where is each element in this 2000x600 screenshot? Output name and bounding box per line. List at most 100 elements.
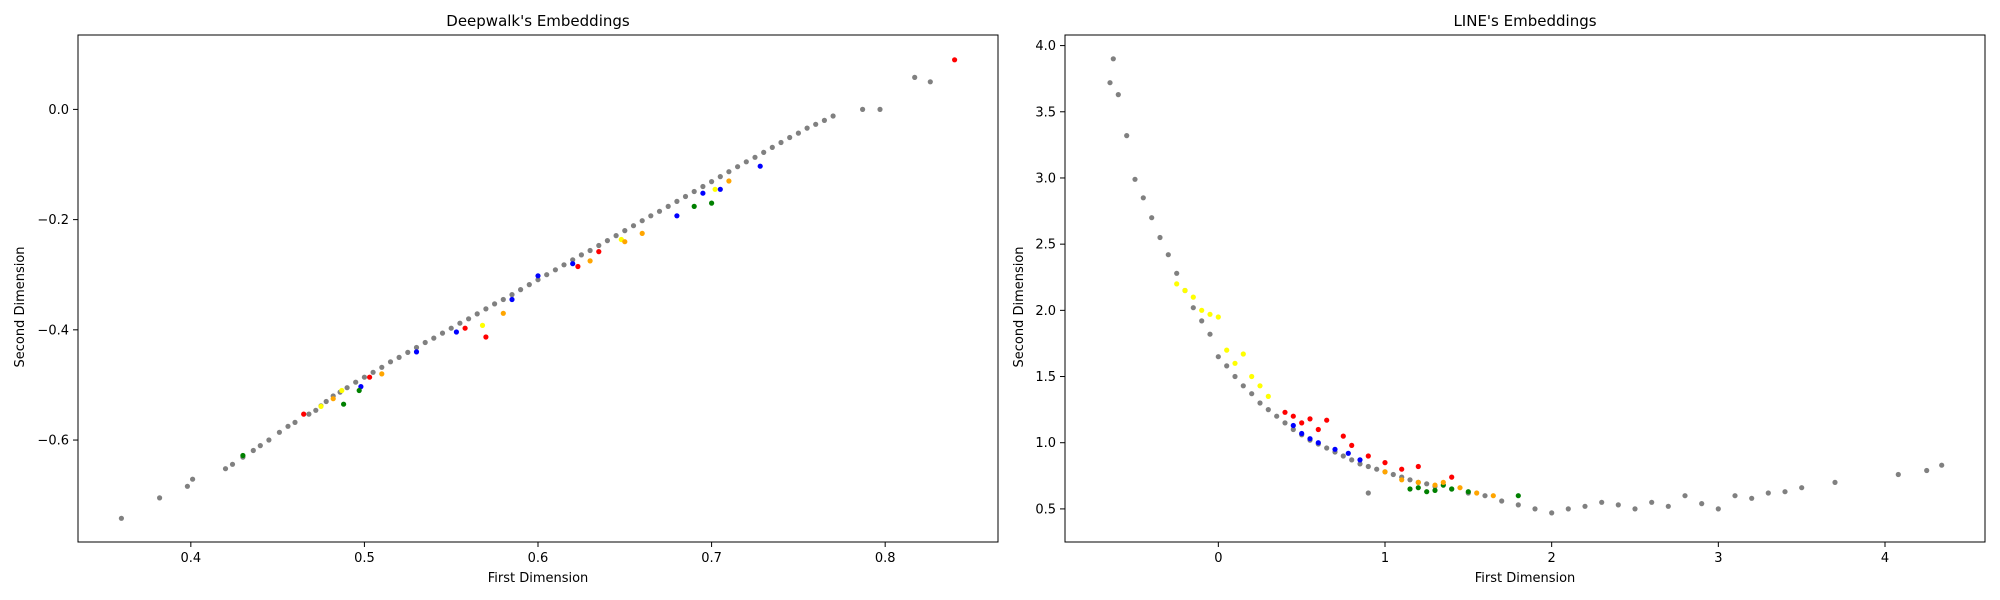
deepwalk-point-series-2 [453, 329, 459, 335]
deepwalk-point-series-3 [709, 200, 715, 206]
deepwalk-x-tick-label: 0.7 [701, 551, 722, 566]
deepwalk-point-series-0 [370, 369, 376, 375]
deepwalk-point-series-0 [313, 407, 319, 413]
deepwalk-point-series-1 [596, 249, 602, 255]
line-point-series-0 [1265, 407, 1271, 413]
line-point-series-0 [1939, 462, 1945, 468]
line-point-series-0 [1532, 506, 1538, 512]
deepwalk-point-series-0 [778, 139, 784, 146]
line-point-series-0 [1174, 270, 1180, 276]
line-point-series-4 [1257, 383, 1263, 389]
deepwalk-point-series-1 [301, 411, 307, 417]
deepwalk-point-series-1 [575, 263, 581, 270]
line-y-tick-label: 4.0 [1035, 39, 1056, 54]
line-point-series-1 [1449, 474, 1455, 480]
line-ticks: 0 1 2 3 4 0.5 1.0 1.5 2.0 2.5 3.0 3.5 4.0 [1035, 39, 1889, 566]
deepwalk-point-series-0 [276, 429, 282, 435]
line-point-series-2 [1345, 450, 1351, 456]
line-point-series-5 [1474, 490, 1480, 496]
deepwalk-point-series-5 [622, 239, 628, 245]
deepwalk-point-series-0 [639, 218, 645, 224]
line-point-series-0 [1407, 477, 1413, 483]
deepwalk-point-series-3 [356, 387, 362, 394]
line-point-series-0 [1290, 426, 1296, 433]
line-point-series-4 [1240, 351, 1246, 357]
deepwalk-point-series-1 [952, 57, 958, 63]
deepwalk-point-series-0 [743, 159, 749, 165]
line-point-series-0 [1615, 502, 1621, 508]
line-point-series-3 [1424, 489, 1430, 495]
line-point-series-4 [1182, 287, 1188, 294]
deepwalk-x-axis-title: First Dimension [488, 571, 589, 586]
line-point-series-0 [1782, 489, 1788, 495]
line-point-series-5 [1382, 469, 1388, 475]
deepwalk-point-series-0 [544, 272, 550, 278]
deepwalk-point-series-0 [509, 292, 515, 298]
deepwalk-point-series-0 [387, 359, 394, 365]
deepwalk-point-series-0 [578, 252, 585, 258]
deepwalk-point-series-0 [118, 515, 124, 521]
line-point-series-0 [1157, 234, 1163, 241]
line-point-series-0 [1215, 354, 1221, 360]
line-point-series-4 [1232, 360, 1238, 366]
deepwalk-point-series-0 [682, 193, 689, 200]
line-y-tick-label: 0.5 [1035, 502, 1056, 517]
line-point-series-0 [1390, 471, 1396, 478]
line-x-axis-title: First Dimension [1475, 571, 1576, 586]
line-point-series-0 [1799, 485, 1805, 491]
line-point-series-4 [1224, 347, 1230, 353]
deepwalk-point-series-0 [448, 325, 454, 331]
deepwalk-ticks: 0.4 0.5 0.6 0.7 0.8 −0.6 −0.4 −0.2 0.0 [37, 103, 895, 566]
deepwalk-point-series-0 [492, 301, 498, 307]
line-point-series-1 [1349, 442, 1355, 448]
deepwalk-point-series-0 [795, 130, 802, 136]
deepwalk-point-series-0 [431, 335, 437, 341]
line-point-series-0 [1357, 461, 1363, 467]
deepwalk-point-series-0 [229, 461, 236, 467]
line-point-series-4 [1190, 294, 1196, 300]
deepwalk-point-series-5 [500, 310, 506, 316]
deepwalk-point-series-0 [526, 282, 532, 288]
deepwalk-plot-frame [77, 34, 999, 543]
deepwalk-point-series-0 [250, 447, 256, 454]
line-chart-title: LINE's Embeddings [1453, 12, 1596, 30]
line-y-tick-label: 1.5 [1035, 370, 1056, 385]
line-point-series-0 [1599, 499, 1605, 505]
line-point-series-0 [1365, 463, 1371, 470]
line-point-series-0 [1190, 305, 1196, 311]
deepwalk-point-series-2 [757, 163, 763, 169]
deepwalk-x-tick-label: 0.6 [528, 551, 549, 566]
line-point-series-0 [1632, 506, 1638, 512]
line-point-series-0 [1110, 56, 1116, 62]
line-point-series-0 [1832, 479, 1838, 485]
line-point-series-3 [1432, 487, 1438, 493]
deepwalk-point-series-0 [709, 179, 715, 185]
line-point-series-0 [1365, 490, 1371, 496]
deepwalk-point-series-5 [726, 178, 732, 184]
line-x-tick-label: 0 [1214, 551, 1222, 566]
line-point-series-0 [1282, 420, 1288, 426]
line-point-series-0 [1349, 457, 1355, 463]
line-point-series-0 [1749, 495, 1755, 501]
line-point-series-0 [1549, 510, 1555, 516]
line-point-series-0 [1565, 506, 1571, 512]
deepwalk-point-series-5 [330, 396, 336, 402]
line-point-series-0 [1340, 453, 1346, 459]
line-point-series-0 [1665, 503, 1671, 509]
deepwalk-point-series-5 [379, 371, 385, 377]
deepwalk-point-series-0 [353, 379, 359, 385]
line-point-series-0 [1240, 383, 1246, 389]
deepwalk-point-series-0 [717, 174, 723, 180]
deepwalk-x-tick-label: 0.8 [875, 551, 896, 566]
line-point-series-3 [1407, 486, 1413, 492]
deepwalk-point-series-0 [439, 330, 446, 336]
deepwalk-y-tick-label: 0.0 [48, 103, 69, 118]
line-point-series-5 [1399, 477, 1405, 483]
line-point-series-1 [1290, 413, 1296, 419]
deepwalk-point-series-2 [570, 261, 576, 267]
deepwalk-point-series-3 [240, 452, 246, 459]
line-point-series-0 [1515, 502, 1521, 508]
line-point-series-0 [1232, 373, 1238, 380]
deepwalk-point-series-0 [323, 398, 329, 405]
deepwalk-point-series-0 [735, 164, 741, 170]
